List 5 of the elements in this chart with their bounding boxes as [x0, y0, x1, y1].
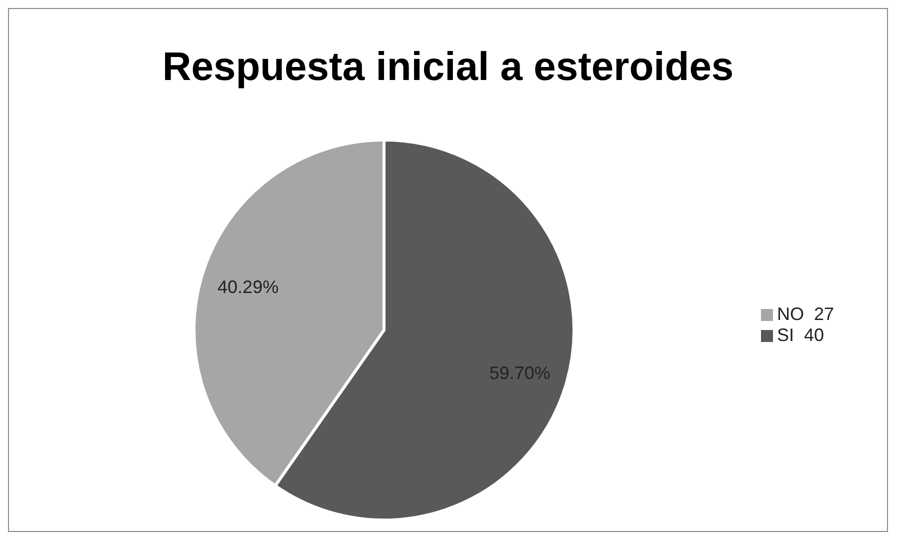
legend-label: NO 27: [776, 304, 834, 324]
chart-title: Respuesta inicial a esteroides: [161, 45, 735, 90]
data-label: 59.70%: [489, 362, 550, 383]
data-label: 40.29%: [218, 277, 279, 298]
legend-label: SI 40: [776, 325, 824, 345]
